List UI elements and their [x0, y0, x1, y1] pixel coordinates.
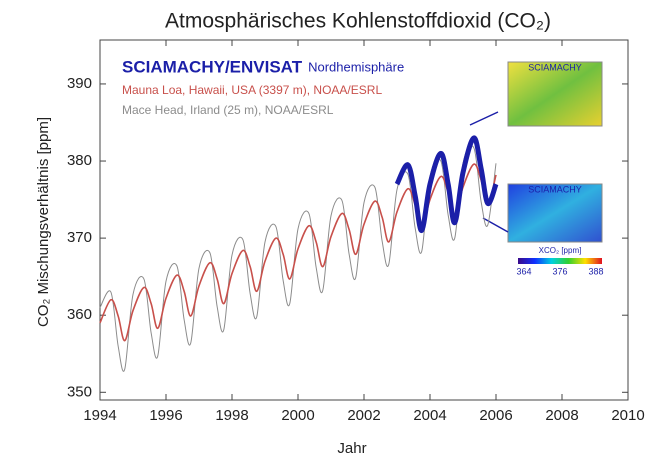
colorbar-tick-label: 388 [588, 266, 603, 276]
x-tick-label: 1994 [83, 407, 116, 424]
series-line [397, 138, 496, 231]
legend-entry: SCIAMACHY/ENVISAT [122, 57, 303, 76]
colorbar [518, 258, 602, 264]
inset-label: SCIAMACHY [528, 62, 582, 72]
x-tick-label: 2004 [413, 407, 446, 424]
connector [470, 112, 498, 125]
legend-note: Nordhemisphäre [308, 59, 404, 74]
legend-entry: Mauna Loa, Hawaii, USA (3397 m), NOAA/ES… [122, 83, 382, 97]
x-tick-label: 2006 [479, 407, 512, 424]
series-line [100, 164, 496, 341]
x-tick-label: 2002 [347, 407, 380, 424]
y-tick-label: 360 [67, 306, 92, 323]
x-axis-label: Jahr [337, 440, 366, 457]
x-tick-label: 2010 [611, 407, 644, 424]
insets [470, 62, 602, 264]
x-tick-label: 2008 [545, 407, 578, 424]
colorbar-tick-label: 364 [516, 266, 531, 276]
x-tick-label: 1998 [215, 407, 248, 424]
x-tick-label: 1996 [149, 407, 182, 424]
colorbar-tick-label: 376 [552, 266, 567, 276]
inset-label: SCIAMACHY [528, 184, 582, 194]
y-tick-label: 370 [67, 229, 92, 246]
y-tick-label: 350 [67, 383, 92, 400]
x-tick-label: 2000 [281, 407, 314, 424]
chart-title: Atmosphärisches Kohlenstoffdioxid (CO₂) [165, 10, 551, 33]
series-line [100, 146, 496, 372]
y-tick-label: 380 [67, 152, 92, 169]
chart: Atmosphärisches Kohlenstoffdioxid (CO₂) … [0, 0, 648, 458]
connector [483, 218, 508, 232]
y-tick-label: 390 [67, 75, 92, 92]
legend-entry: Mace Head, Irland (25 m), NOAA/ESRL [122, 103, 334, 117]
colorbar-label: XCO₂ [ppm] [539, 246, 582, 255]
y-axis-label: CO₂ Mischungsverhältnis [ppm] [35, 117, 52, 327]
